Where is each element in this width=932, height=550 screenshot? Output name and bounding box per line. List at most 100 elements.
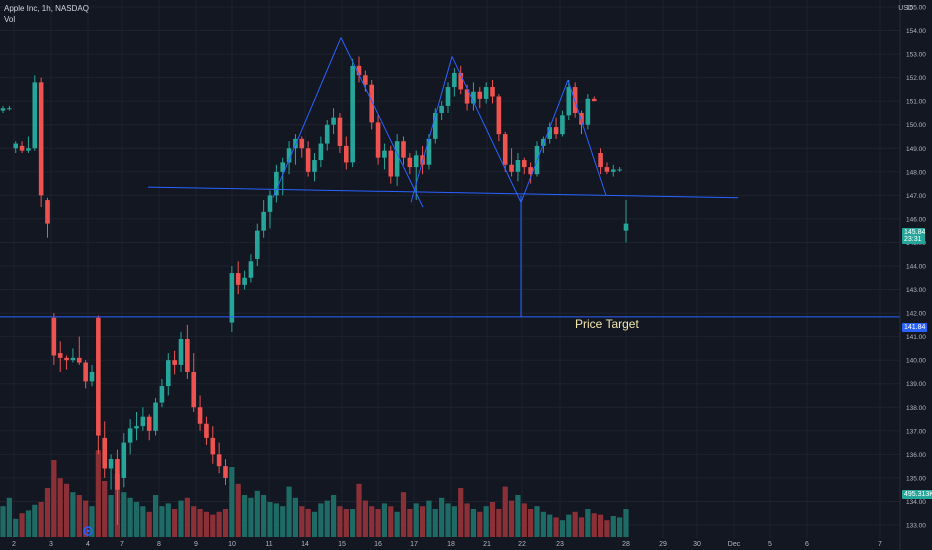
candle-body xyxy=(528,167,533,175)
bar-countdown: 23:31 xyxy=(904,236,922,243)
volume-bar xyxy=(184,497,190,537)
candle-body xyxy=(274,171,279,196)
volume-bar xyxy=(426,500,432,537)
price-tick-label: 146.00 xyxy=(906,216,926,223)
volume-bar xyxy=(6,497,12,537)
time-tick-label: 29 xyxy=(659,541,667,548)
volume-indicator-label: Vol xyxy=(4,15,16,24)
candle-body xyxy=(242,277,247,285)
candle-body xyxy=(477,91,483,99)
price-tick-label: 151.00 xyxy=(906,99,926,106)
volume-bar xyxy=(44,488,51,537)
volume-bar xyxy=(585,509,591,537)
pattern-drawings[interactable] xyxy=(0,37,900,536)
volume-bar xyxy=(597,514,604,537)
candle-body xyxy=(172,360,177,365)
candle-body xyxy=(464,89,470,104)
target-price-tag: 141.84 xyxy=(902,323,928,332)
volume-bar xyxy=(51,460,57,537)
volume-bar xyxy=(292,497,299,537)
volume-bar xyxy=(617,517,623,537)
price-tick-label: 155.00 xyxy=(906,5,926,12)
time-axis[interactable]: 2 3 4 7 8 9 10 11 14 15 16 17 18 21 22 23 28 29 30 Dec 5 6 7 xyxy=(12,541,882,548)
candle-body xyxy=(261,211,266,231)
pattern-leg xyxy=(410,56,453,203)
price-tick-label: 137.00 xyxy=(906,428,926,435)
candle-body xyxy=(267,195,273,212)
volume-bar xyxy=(591,513,597,537)
last-price-tag: 145.84 23:31 xyxy=(902,228,925,244)
pattern-leg xyxy=(520,79,569,203)
candle-body xyxy=(146,416,152,431)
volume-bar xyxy=(0,506,6,537)
volume-bar xyxy=(222,509,229,537)
price-tick-label: 136.00 xyxy=(906,452,926,459)
volume-bar xyxy=(25,510,32,537)
volume-bar xyxy=(356,483,362,537)
candle-body xyxy=(178,338,184,365)
volume-bar xyxy=(394,511,400,537)
candle-body xyxy=(115,459,120,490)
candle-body xyxy=(102,437,108,469)
candle-body xyxy=(0,108,6,111)
candle-body xyxy=(337,117,343,146)
candle-body xyxy=(204,423,209,438)
volume-bar xyxy=(451,506,457,537)
volume-bar xyxy=(515,495,521,537)
volume-bar xyxy=(286,486,292,537)
price-tick-label: 134.00 xyxy=(906,499,926,506)
volume-bar xyxy=(32,504,38,537)
volume-bar xyxy=(578,517,585,537)
volume-bar xyxy=(610,516,616,537)
candle-body xyxy=(108,459,114,469)
candle-body xyxy=(191,371,197,408)
time-tick-label: 15 xyxy=(338,541,346,548)
candle-body xyxy=(254,230,260,259)
price-tick-label: 143.00 xyxy=(906,287,926,294)
price-tick-label: 147.00 xyxy=(906,193,926,200)
volume-bar xyxy=(375,509,381,537)
volume-bar xyxy=(369,506,375,537)
candle-body xyxy=(96,317,101,436)
time-tick-label: 18 xyxy=(447,541,455,548)
candle-body xyxy=(216,454,222,467)
volume-bar xyxy=(165,503,171,537)
candle-body xyxy=(394,141,400,177)
candle-body xyxy=(572,87,578,113)
candle-body xyxy=(604,167,610,172)
candle-body xyxy=(369,84,375,123)
candle-body xyxy=(76,357,82,363)
candle-body xyxy=(388,150,394,177)
price-target-label: Price Target xyxy=(575,317,639,331)
candle-body xyxy=(598,152,603,168)
volume-bar xyxy=(254,490,260,537)
candle-body xyxy=(165,360,171,387)
candle-body xyxy=(26,148,31,151)
volume-bar xyxy=(159,506,165,537)
volume-bar xyxy=(540,511,546,537)
time-tick-label: 8 xyxy=(157,541,161,548)
candle-body xyxy=(83,362,88,382)
price-tick-label: 141.00 xyxy=(906,334,926,341)
candle-body xyxy=(610,169,616,172)
price-tick-label: 140.00 xyxy=(906,358,926,365)
candle-body xyxy=(452,72,457,88)
volume-bar xyxy=(76,495,82,537)
volume-bar xyxy=(19,513,25,537)
candle-body xyxy=(617,169,622,171)
volume-bar xyxy=(496,509,502,537)
candle-body xyxy=(140,416,146,427)
price-tick-label: 133.00 xyxy=(906,523,926,530)
volume-bar xyxy=(470,509,477,537)
volume-bar xyxy=(489,502,496,537)
volume-bar xyxy=(337,506,343,537)
volume-bar xyxy=(127,497,133,537)
candle-body xyxy=(248,261,254,278)
candle-body xyxy=(483,87,489,99)
price-axis[interactable]: 133.00 134.00 135.00 136.00 137.00 138.00 139.… xyxy=(899,0,926,550)
event-marker-dot xyxy=(86,529,90,533)
time-tick-label: 17 xyxy=(410,541,418,548)
volume-bar xyxy=(547,514,553,537)
candle-body xyxy=(89,371,95,382)
